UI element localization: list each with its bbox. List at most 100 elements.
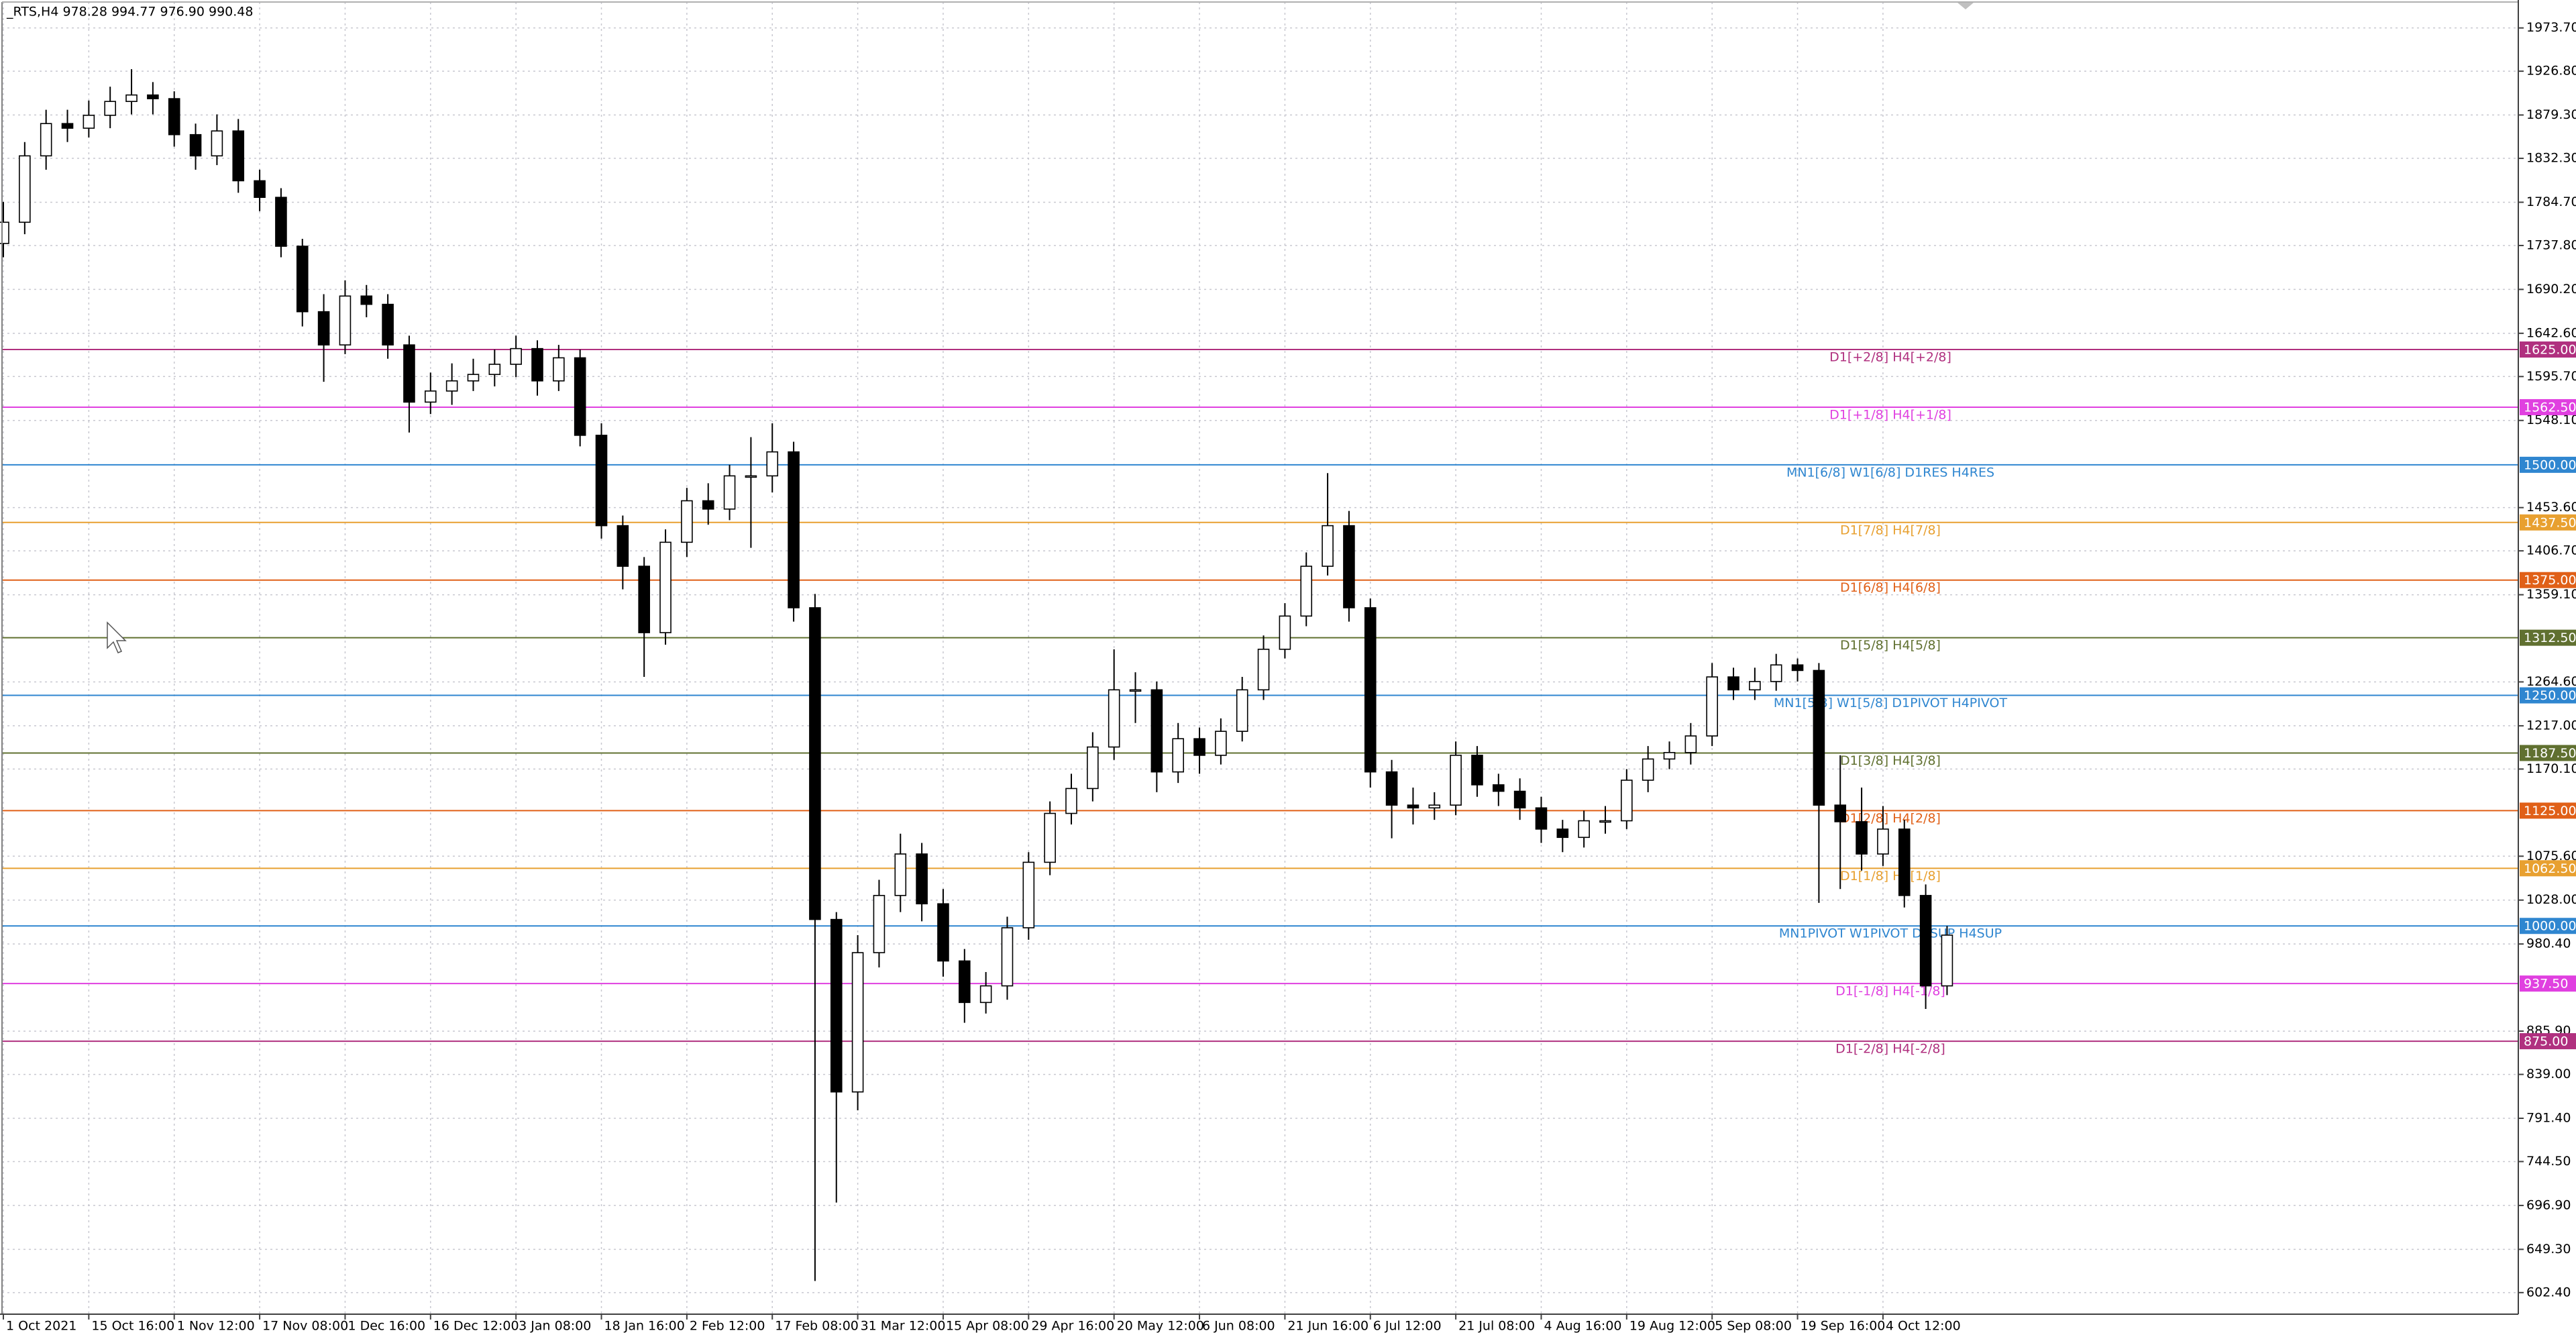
- candle-body: [189, 133, 202, 157]
- candle-body: [1919, 895, 1932, 987]
- y-tick-label: 1548.10: [2526, 413, 2576, 427]
- mouse-cursor: [107, 621, 127, 653]
- candle-body: [1621, 780, 1633, 822]
- candles: [0, 69, 1953, 1281]
- candle-body: [1535, 807, 1548, 830]
- level-price-box: [2520, 514, 2576, 531]
- candle-body: [1684, 735, 1697, 753]
- candle-body: [339, 295, 352, 345]
- y-tick-label: 791.40: [2526, 1111, 2571, 1126]
- level-price-label: 1062.50: [2524, 861, 2576, 876]
- candle-body: [1193, 738, 1205, 756]
- level-text: D1[3/8] H4[3/8]: [1840, 753, 1941, 768]
- x-tick-label: 29 Apr 16:00: [1031, 1319, 1114, 1334]
- x-tick-label: 18 Jan 16:00: [604, 1319, 685, 1334]
- candle-body: [1471, 755, 1483, 786]
- candle-body: [211, 130, 223, 157]
- candle-body: [1407, 804, 1419, 809]
- candle-body: [1257, 649, 1270, 691]
- level-price-label: 1437.50: [2524, 515, 2576, 530]
- candle-body: [766, 451, 779, 477]
- x-tick-label: 4 Oct 12:00: [1886, 1319, 1961, 1334]
- x-tick-label: 3 Jan 08:00: [519, 1319, 591, 1334]
- candle-body: [1322, 525, 1334, 567]
- candle-body: [1428, 804, 1441, 809]
- candle-body: [1770, 664, 1782, 682]
- y-tick-label: 1453.60: [2526, 500, 2576, 515]
- candle-body: [510, 347, 522, 365]
- y-tick-label: 602.40: [2526, 1285, 2571, 1299]
- candle-body: [40, 123, 52, 157]
- x-tick-label: 16 Dec 12:00: [433, 1319, 519, 1334]
- level-price-box: [2520, 629, 2576, 646]
- level-price-label: 1312.50: [2524, 631, 2576, 645]
- candle-body: [1706, 676, 1718, 737]
- candle-body: [1663, 751, 1676, 760]
- candle-body: [681, 500, 693, 543]
- candle-body: [147, 94, 159, 99]
- candle-body: [61, 123, 74, 129]
- candle-body: [1813, 670, 1825, 806]
- y-tick-label: 1359.10: [2526, 587, 2576, 602]
- candle-body: [1556, 828, 1569, 839]
- candle-body: [745, 475, 757, 478]
- x-tick-label: 15 Oct 16:00: [91, 1319, 174, 1334]
- candle-body: [1856, 821, 1868, 855]
- candle-body: [574, 357, 586, 436]
- x-tick-label: 19 Sep 16:00: [1801, 1319, 1886, 1334]
- candle-body: [1493, 784, 1505, 792]
- candle-body: [1364, 607, 1377, 773]
- y-tick-label: 1784.70: [2526, 195, 2576, 209]
- candle-body: [1172, 738, 1184, 773]
- candle-body: [467, 374, 480, 382]
- x-tick-label: 15 Apr 08:00: [946, 1319, 1029, 1334]
- y-tick-label: 1737.80: [2526, 237, 2576, 252]
- candle-body: [0, 221, 9, 244]
- level-price-label: 1375.00: [2524, 573, 2576, 588]
- y-tick-label: 1075.60: [2526, 849, 2576, 863]
- candle-body: [809, 607, 821, 920]
- y-tick-label: 839.00: [2526, 1067, 2571, 1081]
- x-tick-label: 1 Nov 12:00: [177, 1319, 255, 1334]
- level-text: D1[-2/8] H4[-2/8]: [1835, 1042, 1945, 1057]
- candle-body: [937, 903, 949, 962]
- y-tick-label: 1879.30: [2526, 107, 2576, 122]
- level-price-box: [2520, 341, 2576, 358]
- level-text: D1[7/8] H4[7/8]: [1840, 523, 1941, 537]
- candle-body: [659, 541, 672, 633]
- candle-body: [1215, 731, 1227, 756]
- candle-body: [851, 952, 864, 1093]
- candle-body: [979, 985, 992, 1004]
- level-price-box: [2520, 1033, 2576, 1050]
- level-text: MN1[6/8] W1[6/8] D1RES H4RES: [1786, 465, 1994, 480]
- level-price-label: 1000.00: [2524, 919, 2576, 934]
- x-tick-label: 21 Jun 16:00: [1287, 1319, 1368, 1334]
- candle-body: [1108, 689, 1120, 748]
- level-text: D1[-1/8] H4[-1/8]: [1835, 984, 1945, 999]
- candle-body: [616, 525, 629, 567]
- x-tick-label: 31 Mar 12:00: [861, 1319, 946, 1334]
- candle-body: [788, 451, 800, 608]
- candle-body: [553, 357, 565, 382]
- candle-body: [254, 180, 266, 198]
- level-price-box: [2520, 572, 2576, 588]
- level-price-label: 937.50: [2524, 977, 2568, 992]
- candle-body: [702, 500, 714, 510]
- candle-body: [1898, 828, 1911, 896]
- candle-body: [1022, 861, 1035, 928]
- level-text: D1[2/8] H4[2/8]: [1840, 811, 1941, 826]
- y-tick-label: 1595.70: [2526, 369, 2576, 384]
- levels: D1[+2/8] H4[+2/8] D1[+1/8] H4[+1/8] MN1[6/…: [2, 349, 2518, 1057]
- y-tick-label: 1170.10: [2526, 761, 2576, 776]
- y-tick-label: 1028.00: [2526, 892, 2576, 907]
- candle-body: [19, 155, 31, 223]
- level-text: D1[6/8] H4[6/8]: [1840, 580, 1941, 595]
- y-tick-label: 1690.20: [2526, 282, 2576, 297]
- candle-body: [1065, 788, 1077, 814]
- level-price-box: [2520, 802, 2576, 819]
- level-price-box: [2520, 975, 2576, 992]
- shift-marker: [1957, 3, 1974, 9]
- x-tick-label: 1 Dec 16:00: [347, 1319, 425, 1334]
- candle-body: [1877, 828, 1889, 855]
